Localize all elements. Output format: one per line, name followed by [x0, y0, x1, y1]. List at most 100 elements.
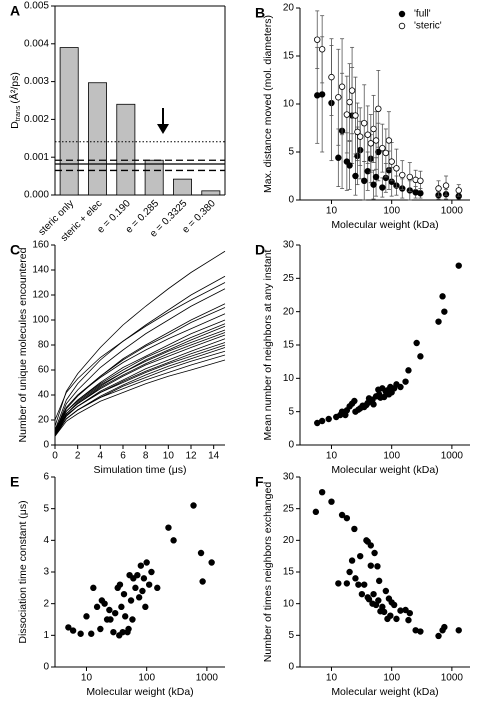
point	[148, 568, 155, 576]
point	[354, 128, 361, 136]
point	[435, 632, 442, 640]
point	[346, 568, 353, 576]
point	[110, 628, 117, 636]
point	[382, 149, 390, 157]
point	[348, 557, 356, 564]
point	[370, 125, 377, 133]
bar	[59, 47, 79, 196]
bar	[88, 82, 107, 196]
point	[370, 401, 377, 408]
point	[358, 590, 366, 598]
y-tick-label: 10	[283, 99, 295, 110]
y-tick-label: 0.004	[24, 38, 49, 49]
point	[325, 415, 332, 423]
y-tick-label: 40	[38, 390, 50, 401]
y-tick-label: 0.005	[24, 1, 49, 12]
point	[361, 581, 368, 588]
point	[375, 105, 382, 112]
y-tick-label: 5	[43, 503, 49, 514]
line	[54, 332, 226, 434]
point	[455, 187, 462, 194]
panel: B 0 5 10 15 20 10 100 1000 Max. distance moved (m…	[255, 3, 470, 231]
point	[120, 590, 128, 598]
point	[372, 137, 380, 144]
point	[367, 542, 375, 549]
point	[352, 172, 359, 180]
line	[54, 282, 226, 421]
panel: E 0 1 2 3 4 5 6 10 100 1000 Dissociation time const…	[10, 472, 225, 698]
point	[122, 613, 129, 620]
panel-letter: A	[10, 3, 20, 19]
point	[357, 133, 364, 140]
point	[142, 603, 149, 611]
y-tick-label: 0.002	[24, 114, 49, 125]
x-tick-label: 100	[383, 673, 400, 684]
point	[375, 597, 382, 604]
x-axis-label: Molecular weight (kDa)	[86, 686, 193, 698]
panel-letter: D	[255, 242, 265, 258]
x-tick-label: 10	[163, 451, 175, 462]
point	[370, 181, 377, 188]
point	[190, 502, 197, 509]
point	[127, 597, 135, 604]
point	[390, 601, 398, 609]
point	[335, 580, 342, 587]
line	[54, 313, 226, 431]
y-tick-label: 0	[288, 440, 294, 451]
x-tick-label: 100	[383, 206, 400, 217]
point	[208, 559, 215, 566]
point	[101, 600, 108, 607]
bar	[201, 190, 221, 196]
point	[365, 596, 373, 603]
x-tick-label: 1000	[196, 673, 219, 684]
point	[374, 563, 381, 570]
x-tick-label: 1000	[441, 206, 464, 217]
point	[352, 575, 359, 582]
x-axis-label: Simulation time (μs)	[94, 464, 187, 476]
point	[90, 584, 97, 592]
y-tick-label: 60	[38, 365, 50, 376]
x-tick-label: 10	[326, 206, 338, 217]
y-axis-label: Mean number of neighbors at any instant	[262, 249, 274, 440]
line	[54, 342, 226, 434]
point	[328, 73, 335, 81]
line	[54, 250, 226, 427]
point	[318, 46, 326, 53]
y-tick-label: 140	[32, 265, 49, 276]
y-tick-label: 25	[283, 273, 295, 284]
point	[371, 549, 378, 557]
point	[199, 578, 206, 585]
point	[399, 171, 406, 179]
point	[388, 158, 395, 165]
y-tick-label: 80	[38, 340, 50, 351]
point	[361, 177, 368, 184]
point	[352, 112, 359, 119]
y-tick-label: 0	[288, 195, 294, 206]
point	[318, 417, 326, 425]
point	[346, 98, 353, 106]
x-axis-label: Molecular weight (kDa)	[331, 219, 438, 231]
point	[65, 624, 72, 631]
point	[106, 606, 113, 614]
x-tick-label: 4	[98, 451, 104, 462]
point	[314, 36, 321, 43]
point	[154, 584, 161, 592]
point	[93, 603, 101, 611]
y-tick-label: 0.001	[24, 152, 49, 163]
point	[97, 625, 104, 633]
point	[367, 140, 375, 147]
point	[343, 514, 351, 522]
panel: C 0 20 40 60 80 100 120 140 160 0 2 4 6 8 10 12 14 Number …	[10, 240, 226, 476]
point	[387, 612, 394, 619]
line	[54, 334, 226, 433]
point	[312, 508, 320, 516]
point	[88, 630, 95, 637]
point	[417, 628, 424, 635]
y-tick-label: 4	[43, 535, 49, 546]
y-tick-label: 5	[288, 147, 294, 158]
y-tick-label: 5	[288, 630, 294, 641]
point	[439, 293, 446, 300]
point	[379, 144, 386, 152]
point	[343, 580, 351, 587]
y-tick-label: 20	[283, 3, 295, 14]
